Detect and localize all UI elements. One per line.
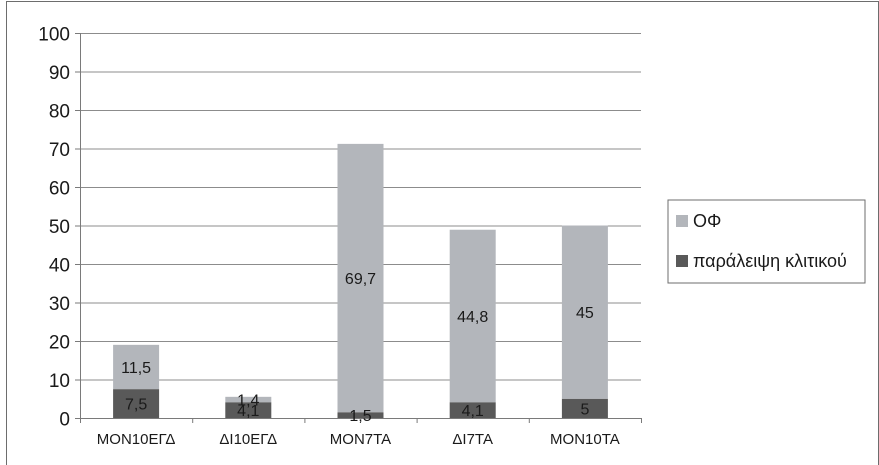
y-tick-label: 50 (49, 217, 70, 238)
data-label: 1,5 (349, 408, 371, 425)
bar-segment (561, 225, 608, 399)
y-tick-label: 60 (49, 179, 70, 200)
data-label: 11,5 (121, 360, 151, 377)
y-tick-label: 90 (49, 63, 70, 84)
data-label: 69,7 (345, 271, 376, 288)
x-tick-label: MON10ΕΓΔ (97, 431, 176, 448)
y-tick-label: 80 (49, 102, 70, 123)
data-label: 44,8 (457, 309, 488, 326)
x-tick-label: MON10TA (550, 431, 620, 448)
y-tick-label: 70 (49, 140, 70, 161)
y-axis: 0 10 20 30 40 50 60 70 80 90 100 (38, 25, 81, 431)
bar-segment (449, 229, 496, 403)
legend-box (667, 199, 866, 284)
y-tick-label: 20 (49, 333, 70, 354)
legend-swatch (676, 215, 688, 227)
bar-segment (337, 143, 384, 413)
data-label: 5 (580, 401, 589, 418)
x-axis: MON10ΕΓΔ ΔΙ10ΕΓΔ MON7TA ΔΙ7TA MON10TA (80, 418, 642, 448)
legend-label: ΟΦ (693, 211, 721, 231)
bar-segment (337, 412, 384, 418)
y-tick-label: 100 (38, 25, 70, 46)
bar-segment (113, 389, 160, 418)
data-label: 45 (576, 305, 594, 322)
y-tick-label: 30 (49, 294, 70, 315)
bar-segment (225, 396, 272, 403)
x-tick-label: ΔΙ7TA (452, 431, 493, 448)
x-tick-label: ΔΙ10ΕΓΔ (219, 431, 277, 448)
bar-segment (113, 344, 160, 390)
x-tick-label: MON7TA (330, 431, 391, 448)
legend: ΟΦ παράλειψη κλιτικού (667, 199, 866, 284)
legend-swatch (676, 255, 688, 267)
y-tick-label: 40 (49, 256, 70, 277)
y-tick-label: 10 (49, 371, 70, 392)
y-tick-label: 0 (59, 410, 70, 431)
data-label: 1,4 (237, 393, 259, 410)
data-label: 7,5 (125, 397, 147, 414)
legend-label: παράλειψη κλιτικού (693, 251, 847, 271)
data-label: 4,1 (237, 403, 259, 420)
bar-segment (225, 402, 272, 418)
data-label: 4,1 (462, 403, 484, 420)
bar-segment (561, 398, 608, 418)
bar-segment (449, 402, 496, 418)
